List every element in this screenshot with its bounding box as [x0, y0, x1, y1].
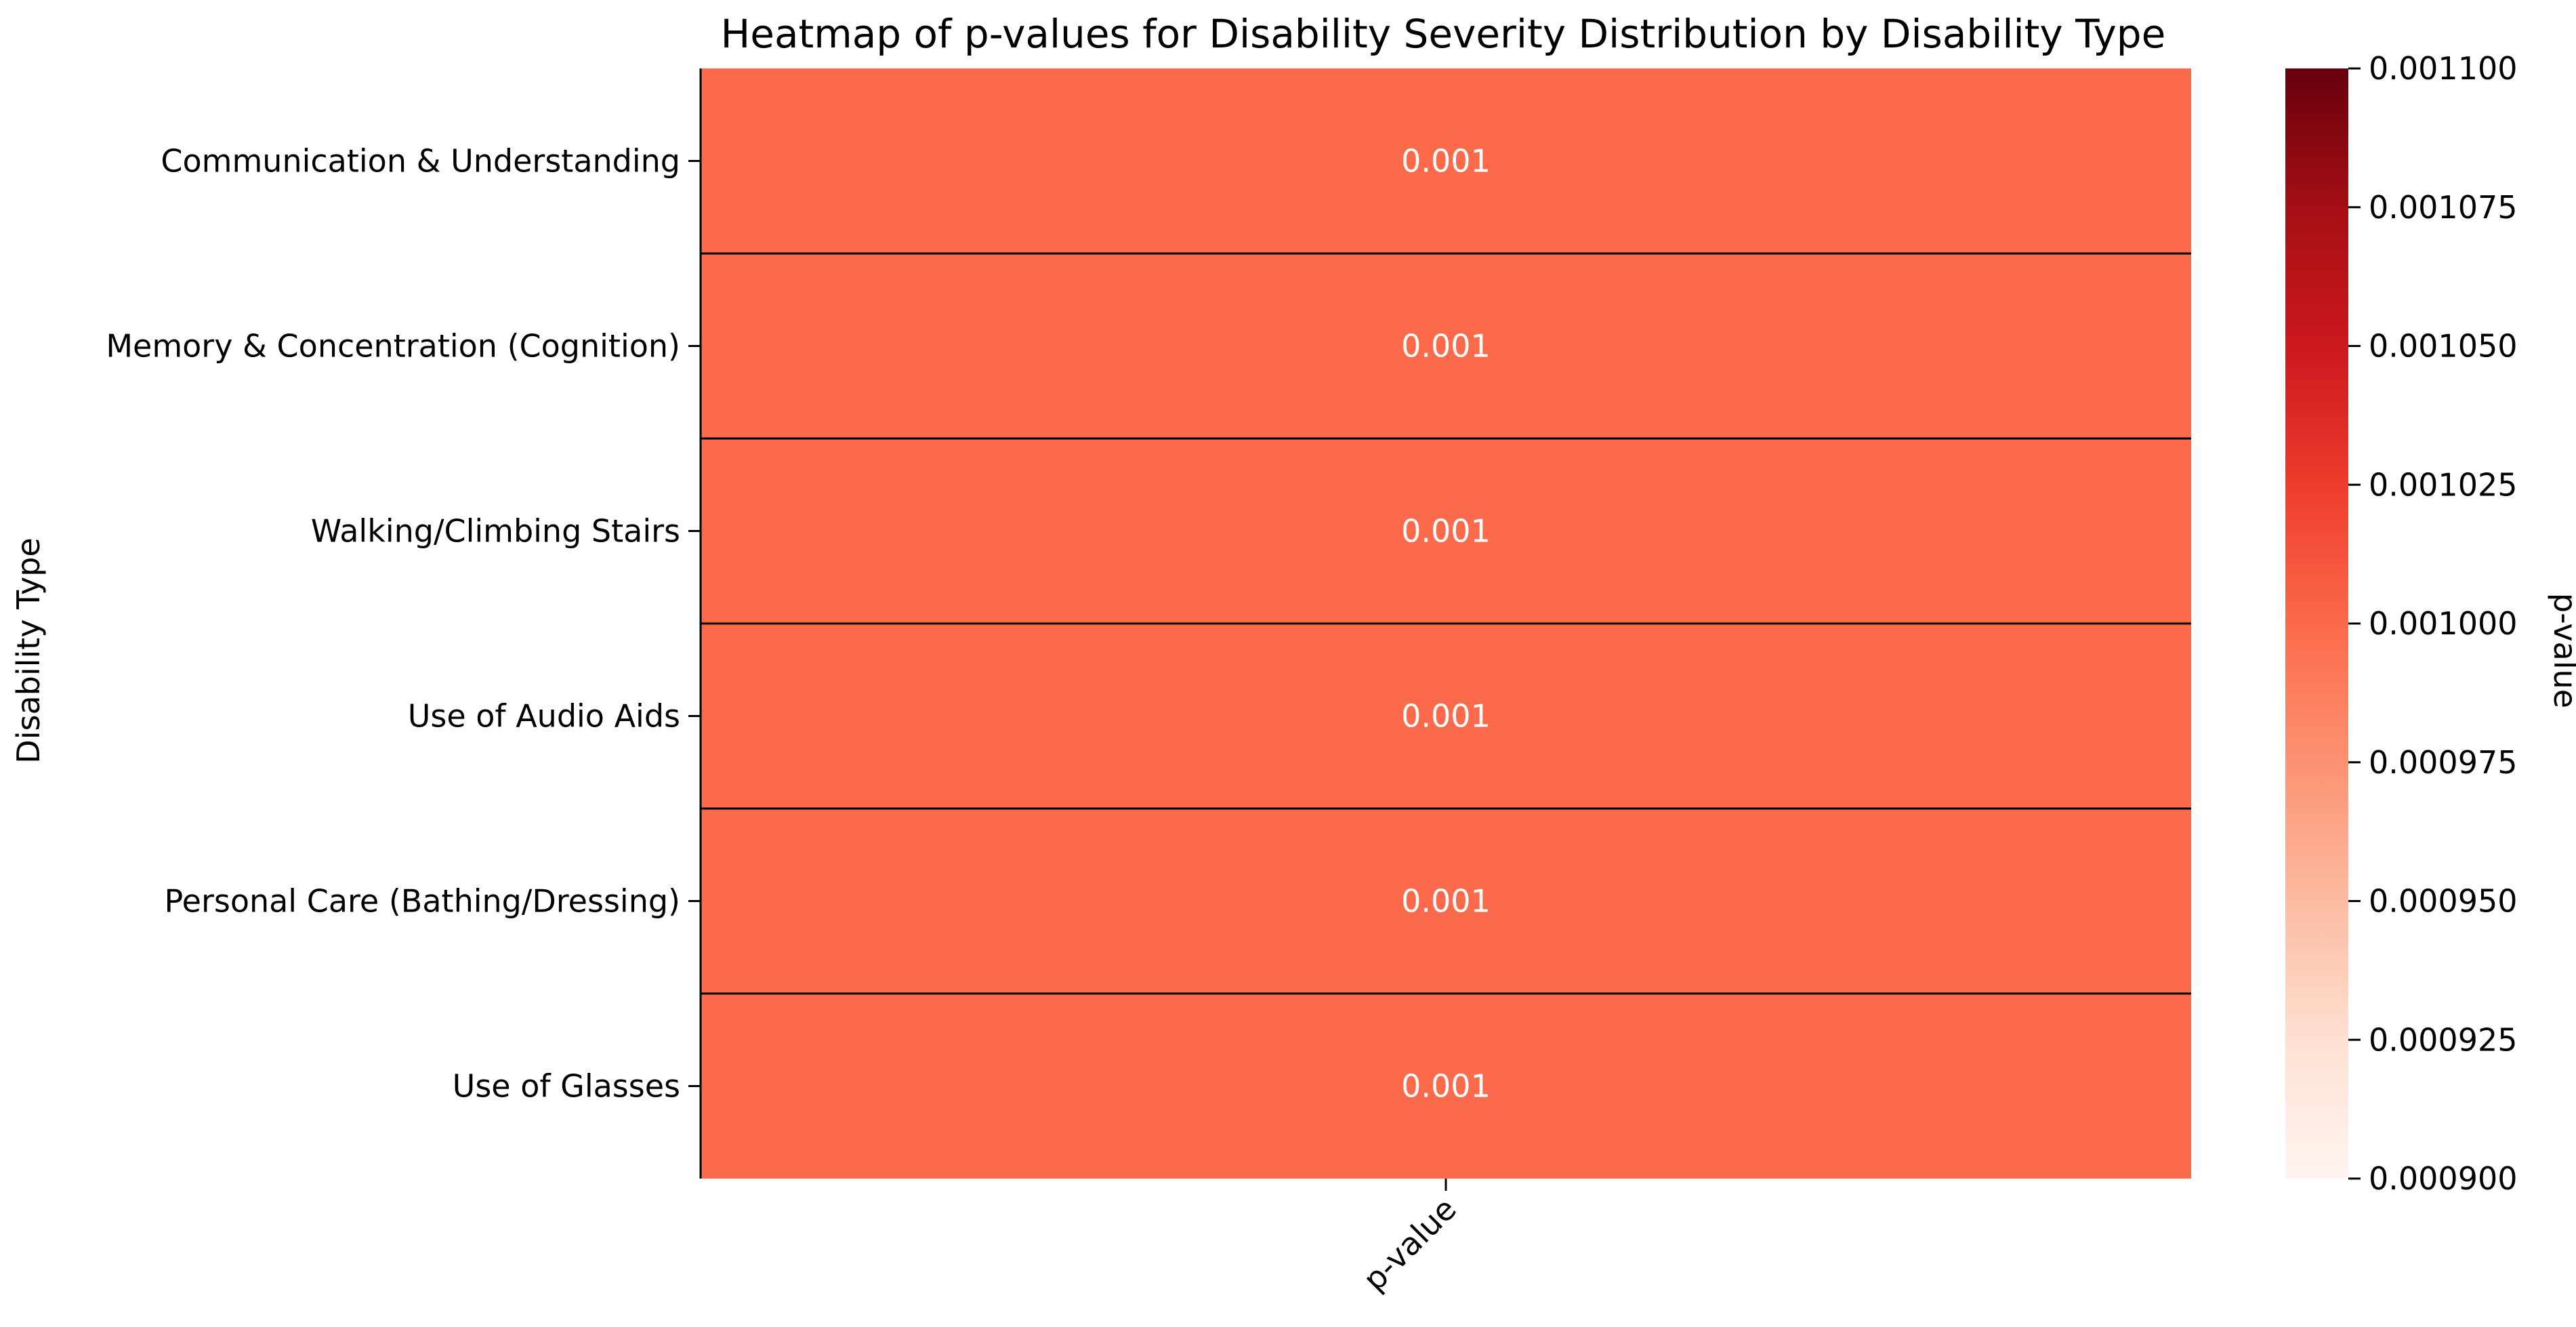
y-tick-label: Communication & Understanding — [161, 143, 680, 180]
cell-annotations: 0.001 0.001 0.001 0.001 0.001 0.001 — [1401, 143, 1491, 1105]
cell-annotation: 0.001 — [1401, 513, 1491, 550]
colorbar-tick-label: 0.001100 — [2369, 50, 2518, 87]
cell-annotation: 0.001 — [1401, 698, 1491, 735]
colorbar-tick-label: 0.001050 — [2369, 328, 2518, 365]
row-separators — [699, 68, 2191, 1179]
heatmap-cells — [701, 68, 2191, 1179]
heatmap-cell — [701, 809, 2191, 994]
heatmap-cell — [701, 68, 2191, 253]
y-axis: Communication & Understanding Memory & Co… — [106, 143, 701, 1105]
y-tick-label: Use of Audio Aids — [408, 698, 680, 735]
cell-annotation: 0.001 — [1401, 883, 1491, 920]
colorbar-tick-label: 0.001025 — [2369, 466, 2518, 503]
cell-annotation: 0.001 — [1401, 328, 1491, 365]
chart-title: Heatmap of p-values for Disability Sever… — [721, 11, 2166, 57]
y-tick-label: Walking/Climbing Stairs — [311, 513, 680, 550]
colorbar-tick-label: 0.000900 — [2369, 1160, 2518, 1197]
colorbar-tick-label: 0.001075 — [2369, 189, 2518, 226]
colorbar-tick-label: 0.000950 — [2369, 883, 2518, 920]
colorbar-tick-label: 0.000925 — [2369, 1021, 2518, 1058]
y-tick-label: Use of Glasses — [453, 1068, 680, 1105]
colorbar: 0.000900 0.000925 0.000950 0.000975 0.001000… — [2285, 50, 2518, 1197]
x-axis: p-value — [1356, 1179, 1463, 1298]
heatmap-cell — [701, 253, 2191, 438]
colorbar-gradient — [2285, 68, 2348, 1179]
cell-annotation: 0.001 — [1401, 143, 1491, 180]
colorbar-tick-label: 0.000975 — [2369, 744, 2518, 781]
colorbar-label: p-value — [2547, 593, 2576, 708]
x-tick-label: p-value — [1356, 1191, 1463, 1299]
y-axis-label: Disability Type — [10, 537, 47, 763]
heatmap-cell — [701, 438, 2191, 624]
colorbar-tick-label: 0.001000 — [2369, 605, 2518, 642]
heatmap-cell — [701, 994, 2191, 1179]
y-tick-label: Personal Care (Bathing/Dressing) — [165, 883, 680, 920]
heatmap-cell — [701, 624, 2191, 809]
cell-annotation: 0.001 — [1401, 1068, 1491, 1105]
y-tick-label: Memory & Concentration (Cognition) — [106, 328, 680, 365]
